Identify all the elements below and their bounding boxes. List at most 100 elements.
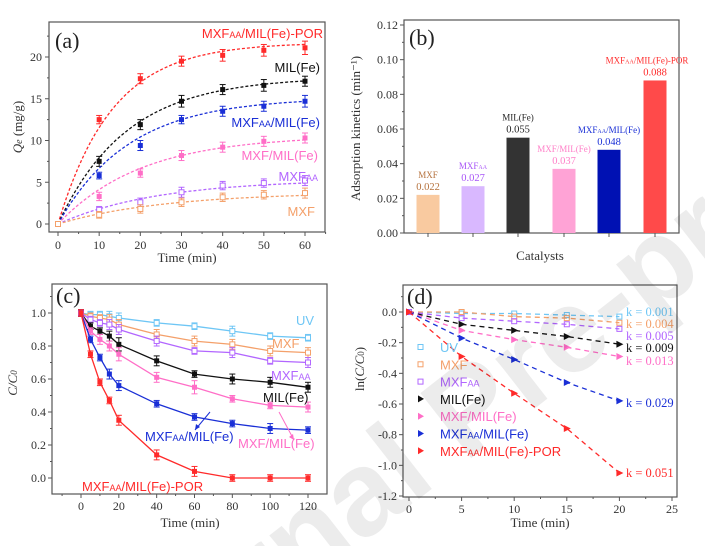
- data-point: [87, 316, 94, 323]
- data-point: [219, 194, 226, 201]
- data-point: [96, 158, 102, 164]
- y-tick-label: 0.4: [31, 405, 46, 419]
- data-point: [55, 221, 61, 227]
- data-point: [87, 336, 93, 342]
- data-point: [137, 76, 143, 82]
- data-point: [260, 191, 267, 198]
- y-tick-label: -1.2: [378, 489, 397, 503]
- data-point: [219, 182, 226, 189]
- y-tick-label: 0.2: [31, 438, 46, 452]
- data-point: [137, 205, 144, 212]
- legend-marker: [418, 412, 424, 420]
- bar: [416, 194, 440, 233]
- data-point: [458, 352, 466, 360]
- legend-marker: [417, 361, 424, 368]
- fit-line: [408, 311, 620, 402]
- data-point: [267, 347, 274, 354]
- bar: [506, 137, 530, 233]
- bar-category-label: MXFAA/MIL(Fe)-POR: [606, 55, 689, 65]
- bar-value-label: 0.022: [416, 182, 440, 193]
- rate-constant-label: k = 0.029: [626, 396, 674, 410]
- data-point: [106, 321, 113, 328]
- series-line: [80, 312, 309, 408]
- data-point: [406, 308, 413, 316]
- x-tick-label: 10: [93, 238, 105, 252]
- bar-value-label: 0.037: [552, 156, 576, 167]
- series-annotation: MXFAA: [271, 368, 310, 383]
- data-point: [616, 469, 624, 477]
- plot-frame: [51, 283, 328, 495]
- data-point: [302, 78, 308, 84]
- y-axis-title: Qe (mg/g): [10, 101, 25, 153]
- series-annotation: MIL(Fe): [263, 390, 309, 405]
- data-point: [616, 319, 623, 326]
- x-tick-label: 25: [666, 502, 678, 516]
- data-point: [154, 358, 160, 364]
- series-label: MIL(Fe): [275, 60, 321, 75]
- x-tick-label: 100: [261, 499, 279, 513]
- legend-entry: MXF/MIL(Fe): [440, 409, 517, 424]
- series-line: [80, 312, 309, 388]
- data-point: [229, 421, 235, 427]
- x-axis-title: Time (min): [160, 515, 219, 530]
- panel-label-d: (d): [407, 284, 433, 309]
- rate-constant-label: k = 0.005: [626, 329, 674, 343]
- data-point: [178, 199, 185, 206]
- data-point: [116, 383, 122, 389]
- x-tick-label: 20: [113, 499, 125, 513]
- x-tick-label: 0: [78, 499, 84, 513]
- y-tick-label: 0.12: [377, 18, 398, 32]
- fit-line: [408, 311, 620, 318]
- y-tick-label: 0.04: [377, 157, 398, 171]
- data-point: [616, 352, 624, 360]
- annotation-arrowhead: [195, 424, 200, 430]
- data-point: [305, 334, 311, 341]
- x-tick-label: 20: [134, 238, 146, 252]
- x-tick-label: 40: [217, 238, 229, 252]
- panel-a-adsorption-capacity: 0 5 10 15 20 0 10 20 30 40 50 60 Time (min) Qe (mg/g)…: [10, 21, 327, 265]
- y-tick-label: 1.0: [31, 306, 46, 320]
- data-point: [616, 325, 623, 332]
- legend-entry: MXFAA: [440, 375, 479, 390]
- data-point: [229, 341, 236, 348]
- x-axis-title: Catalysts: [516, 248, 564, 263]
- panel-label-b: (b): [409, 25, 435, 50]
- series-line: [80, 312, 308, 479]
- bar-value-label: 0.027: [461, 173, 485, 184]
- y-tick-label: 10: [30, 134, 42, 148]
- data-point: [154, 452, 160, 458]
- data-point: [267, 426, 273, 431]
- y-tick-label: 0.02: [377, 191, 398, 205]
- bar-category-label: MXFAA: [459, 161, 488, 171]
- data-point: [192, 384, 197, 390]
- y-tick-label: -0.2: [378, 336, 397, 350]
- data-point: [229, 376, 235, 382]
- data-point: [511, 389, 519, 397]
- data-point: [302, 135, 308, 141]
- data-point: [267, 333, 274, 340]
- series-line: [80, 312, 309, 431]
- rate-constant-label: k = 0.009: [626, 341, 674, 355]
- legend-marker: [418, 395, 424, 403]
- y-tick-label: 0.8: [31, 339, 46, 353]
- y-tick-label: 0.10: [377, 53, 398, 67]
- data-point: [229, 396, 235, 402]
- data-point: [96, 117, 102, 123]
- data-point: [97, 336, 103, 342]
- data-point: [96, 211, 103, 218]
- bar: [597, 149, 621, 233]
- data-point: [192, 414, 197, 420]
- series-label: MXFAA: [279, 169, 318, 184]
- series-label: MXF/MIL(Fe): [241, 148, 318, 163]
- data-point: [179, 153, 184, 159]
- data-point: [305, 359, 311, 366]
- data-point: [192, 371, 197, 377]
- data-point: [563, 333, 571, 341]
- data-point: [261, 47, 267, 53]
- x-tick-label: 30: [176, 238, 188, 252]
- x-axis-title: Time (min): [510, 515, 569, 530]
- y-tick-label: 0.00: [377, 226, 398, 240]
- data-point: [192, 468, 197, 474]
- data-point: [261, 103, 267, 109]
